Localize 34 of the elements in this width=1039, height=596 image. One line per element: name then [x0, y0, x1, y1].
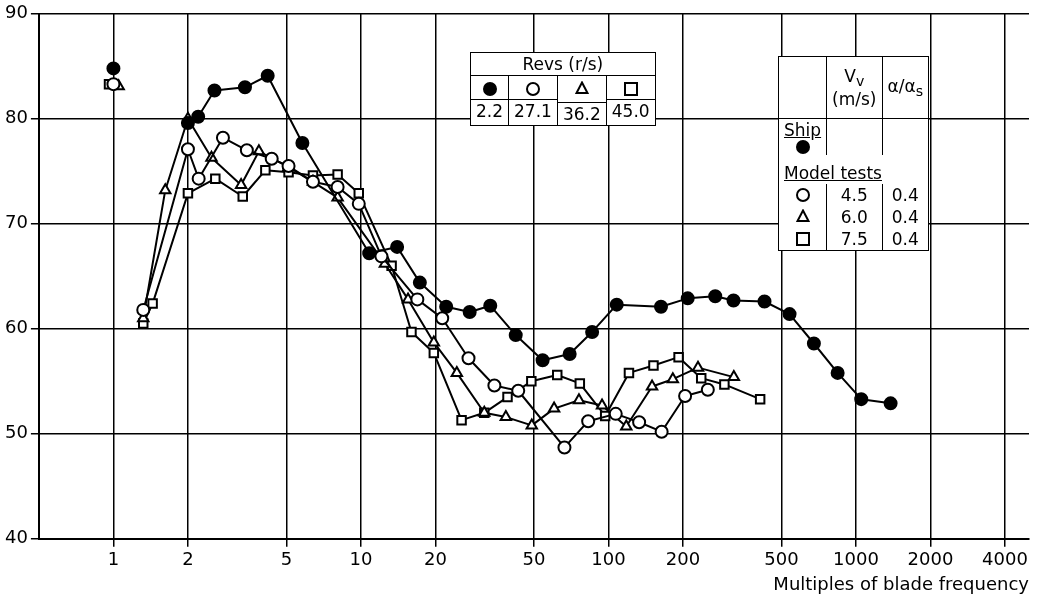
x-tick-label: 50 [522, 548, 546, 570]
annotation: Model tests [784, 163, 882, 183]
x-tick-label: 4000 [982, 548, 1028, 570]
legend-label: 36.2 [561, 103, 602, 125]
x-axis-title: Multiples of blade frequency [773, 572, 1030, 594]
x-tick-label: 1 [107, 548, 120, 570]
legend-label: 45.0 [610, 100, 651, 122]
annotation: V$_{v}$ (m/s) [826, 56, 883, 119]
y-tick-label: 60 [5, 316, 28, 338]
legend-label: 2.2 [475, 100, 505, 122]
annotation: 7.5 [826, 228, 883, 251]
annotation: Ship [784, 120, 822, 140]
annotation: 0.4 [882, 206, 929, 228]
x-tick-label: 5 [280, 548, 293, 570]
legend-label: 27.1 [513, 100, 553, 122]
x-tick-label: 200 [665, 548, 701, 570]
legend-title: Revs (r/s) [470, 52, 656, 76]
annotation: 0.4 [882, 228, 929, 251]
x-tick-label: 500 [764, 548, 799, 570]
annotation: 4.5 [826, 184, 883, 206]
y-tick-label: 70 [5, 211, 28, 233]
x-tick-label: 2000 [907, 548, 954, 570]
x-tick-label: 1000 [833, 548, 879, 570]
y-tick-label: 40 [5, 526, 28, 548]
annotation: 0.4 [882, 184, 929, 206]
annotation: α/α$_{s}$ [882, 56, 929, 119]
x-tick-label: 100 [591, 548, 626, 570]
x-tick-label: 10 [349, 548, 373, 570]
x-tick-label: 20 [424, 548, 447, 570]
y-tick-label: 90 [5, 1, 28, 23]
y-tick-label: 50 [5, 421, 28, 443]
annotation: 6.0 [826, 206, 883, 228]
y-tick-label: 80 [5, 106, 28, 128]
x-tick-label: 2 [182, 548, 194, 570]
